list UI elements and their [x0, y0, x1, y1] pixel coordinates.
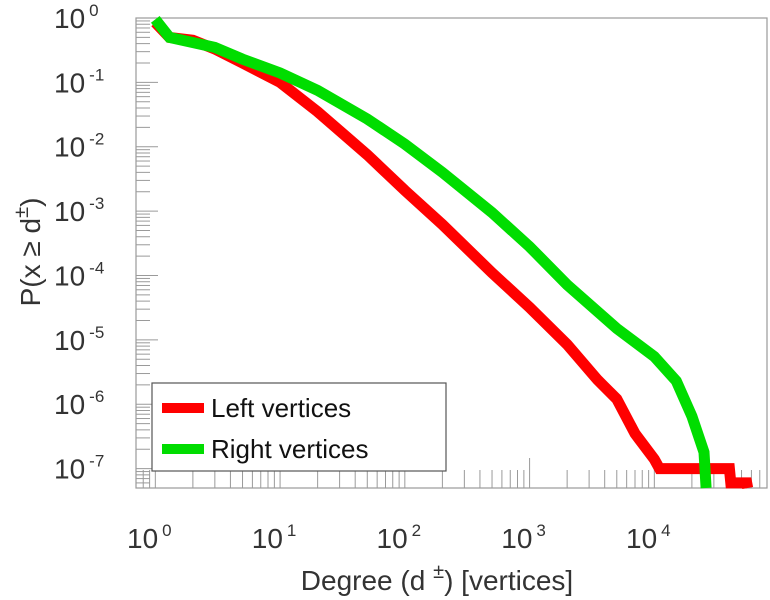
series-layer — [150, 15, 754, 490]
y-tick-label-5: 10 -5 — [54, 323, 104, 356]
y-tick-label-7: 10 -7 — [54, 452, 104, 485]
x-tick-labels: 10 0 10 1 10 2 10 3 10 4 — [127, 521, 671, 554]
y-tick-label-1: 10 -1 — [54, 65, 104, 98]
y-axis-label: P(x ≥ d±) — [11, 198, 46, 307]
y-tick-label-3: 10 -3 — [54, 194, 104, 227]
x-tick-label-0: 10 0 — [127, 521, 172, 554]
series-line-1 — [150, 15, 712, 489]
x-tick-label-2: 10 2 — [377, 521, 422, 554]
y-tick-label-0: 10 0 — [54, 1, 99, 34]
x-tick-label-3: 10 3 — [501, 521, 546, 554]
x-tick-label-1: 10 1 — [252, 521, 297, 554]
x-tick-label-4: 10 4 — [626, 521, 671, 554]
minor-ticks — [135, 17, 768, 489]
legend-label-left-vertices: Left vertices — [211, 393, 351, 423]
y-tick-label-6: 10 -6 — [54, 387, 104, 420]
x-axis-label: Degree (d ±) [vertices] — [301, 561, 573, 596]
legend-box — [151, 382, 447, 472]
legend-label-right-vertices: Right vertices — [211, 434, 369, 464]
legend: Left vertices Right vertices — [151, 382, 447, 472]
y-tick-label-4: 10 -4 — [54, 258, 104, 291]
y-tick-label-2: 10 -2 — [54, 130, 104, 163]
